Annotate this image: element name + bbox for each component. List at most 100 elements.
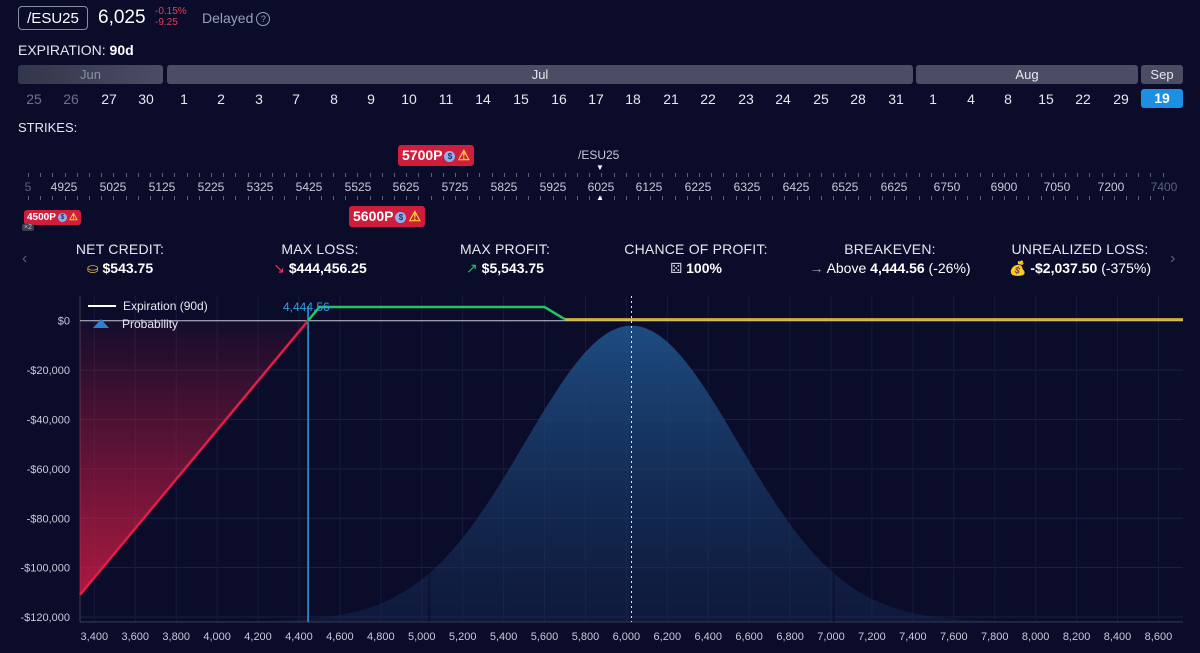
strike-label[interactable]: 7400 — [1150, 180, 1178, 194]
leg-label: 5700P — [402, 147, 443, 163]
strike-tick — [723, 196, 724, 200]
day-22[interactable]: 28 — [850, 91, 866, 107]
day-13[interactable]: 15 — [513, 91, 529, 107]
strike-label[interactable]: 5625 — [392, 180, 420, 194]
change-absolute: -9.25 — [155, 17, 178, 28]
dollar-icon: $ — [444, 151, 456, 162]
strike-tick — [101, 196, 102, 200]
chevron-left-icon[interactable]: ‹ — [22, 250, 28, 267]
day-0[interactable]: 25 — [26, 91, 42, 107]
day-6[interactable]: 3 — [255, 91, 263, 107]
strike-label[interactable]: 5825 — [490, 180, 518, 194]
strike-label[interactable]: 6625 — [880, 180, 908, 194]
day-26[interactable]: 8 — [1004, 91, 1012, 107]
strike-label[interactable]: 6525 — [831, 180, 859, 194]
day-11[interactable]: 11 — [438, 91, 454, 107]
month-jul[interactable]: Jul — [167, 65, 913, 84]
day-5[interactable]: 2 — [217, 91, 225, 107]
strike-label[interactable]: 5725 — [441, 180, 469, 194]
strike-label[interactable]: 7050 — [1043, 180, 1071, 194]
day-25[interactable]: 4 — [967, 91, 975, 107]
strike-label[interactable]: 6425 — [782, 180, 810, 194]
day-15[interactable]: 17 — [588, 91, 604, 107]
strike-label[interactable]: 6750 — [933, 180, 961, 194]
day-2[interactable]: 27 — [101, 91, 117, 107]
probability-area — [80, 325, 1183, 622]
strike-tick — [626, 173, 627, 177]
strike-tick — [626, 196, 627, 200]
help-circle-icon[interactable]: ? — [256, 12, 271, 26]
strike-label[interactable]: 6900 — [990, 180, 1018, 194]
month-sep[interactable]: Sep — [1141, 65, 1183, 84]
day-7[interactable]: 7 — [292, 91, 300, 107]
strike-tick — [394, 173, 395, 177]
strike-tick — [394, 196, 395, 200]
strike-tick — [919, 173, 920, 177]
x-tick-label: 6,000 — [613, 631, 641, 643]
day-10[interactable]: 10 — [401, 91, 417, 107]
month-jun[interactable]: Jun — [18, 65, 163, 84]
strike-tick — [1041, 173, 1042, 177]
strike-tick — [504, 196, 505, 200]
strike-label[interactable]: 6025 — [587, 180, 615, 194]
strike-label[interactable]: 6225 — [684, 180, 712, 194]
strike-tick — [723, 173, 724, 177]
day-1[interactable]: 26 — [63, 91, 79, 107]
strike-tick — [370, 173, 371, 177]
day-28[interactable]: 22 — [1075, 91, 1091, 107]
legend-probability[interactable]: Probability — [88, 315, 208, 333]
x-tick-label: 5,800 — [572, 631, 600, 643]
strike-tick — [833, 196, 834, 200]
day-23[interactable]: 31 — [888, 91, 904, 107]
pnl-chart[interactable]: $0 -$20,000 -$40,000 -$60,000 -$80,000 -$100,… — [0, 290, 1200, 653]
x-tick-label: 7,800 — [981, 631, 1009, 643]
day-16[interactable]: 18 — [625, 91, 641, 107]
stat-label: UNREALIZED LOSS: — [1011, 241, 1149, 257]
strike-tick — [1150, 196, 1151, 200]
symbol-selector[interactable]: /ESU25 — [18, 6, 88, 30]
strike-tick — [126, 196, 127, 200]
chevron-right-icon[interactable]: › — [1170, 250, 1176, 267]
strike-tick — [1041, 196, 1042, 200]
strike-label[interactable]: 5525 — [344, 180, 372, 194]
day-21[interactable]: 25 — [813, 91, 829, 107]
day-17[interactable]: 21 — [663, 91, 679, 107]
day-19[interactable]: 23 — [738, 91, 754, 107]
day-12[interactable]: 14 — [475, 91, 491, 107]
strike-label[interactable]: 5025 — [99, 180, 127, 194]
strike-label[interactable]: 4925 — [50, 180, 78, 194]
stat-label: CHANCE OF PROFIT: — [624, 241, 768, 257]
day-9[interactable]: 9 — [367, 91, 375, 107]
day-4[interactable]: 1 — [180, 91, 188, 107]
leg-tag-5600p[interactable]: 5600P $ ⚠ — [349, 206, 426, 227]
stat-chance-of-profit: CHANCE OF PROFIT: ⚄ 100% — [615, 241, 777, 277]
strike-label[interactable]: 5925 — [539, 180, 567, 194]
day-8[interactable]: 8 — [330, 91, 338, 107]
strike-tick — [809, 196, 810, 200]
strike-label[interactable]: 5125 — [148, 180, 176, 194]
day-3[interactable]: 30 — [138, 91, 154, 107]
strike-label[interactable]: 5225 — [197, 180, 225, 194]
day-29[interactable]: 29 — [1113, 91, 1129, 107]
day-20[interactable]: 24 — [775, 91, 791, 107]
day-24[interactable]: 1 — [929, 91, 937, 107]
strike-label[interactable]: 5425 — [295, 180, 323, 194]
strike-label[interactable]: 6125 — [635, 180, 663, 194]
leg-tag-4500p[interactable]: 4500P $ ⚠ — [24, 210, 81, 225]
strike-tick — [174, 173, 175, 177]
day-27[interactable]: 15 — [1038, 91, 1054, 107]
strike-tick — [150, 196, 151, 200]
strike-label[interactable]: 5325 — [246, 180, 274, 194]
month-aug[interactable]: Aug — [916, 65, 1138, 84]
strike-label[interactable]: 5 — [24, 180, 32, 194]
legend-label: Probability — [122, 317, 179, 331]
day-selected[interactable]: 19 — [1141, 89, 1183, 108]
legend-expiration[interactable]: Expiration (90d) — [88, 297, 208, 315]
breakeven-value: 4,444.56 — [870, 260, 925, 276]
day-14[interactable]: 16 — [551, 91, 567, 107]
change-percent: -0.15% — [155, 6, 187, 17]
strike-label[interactable]: 6325 — [733, 180, 761, 194]
leg-tag-5700p[interactable]: 5700P $ ⚠ — [398, 145, 475, 166]
strike-label[interactable]: 7200 — [1097, 180, 1125, 194]
day-18[interactable]: 22 — [700, 91, 716, 107]
